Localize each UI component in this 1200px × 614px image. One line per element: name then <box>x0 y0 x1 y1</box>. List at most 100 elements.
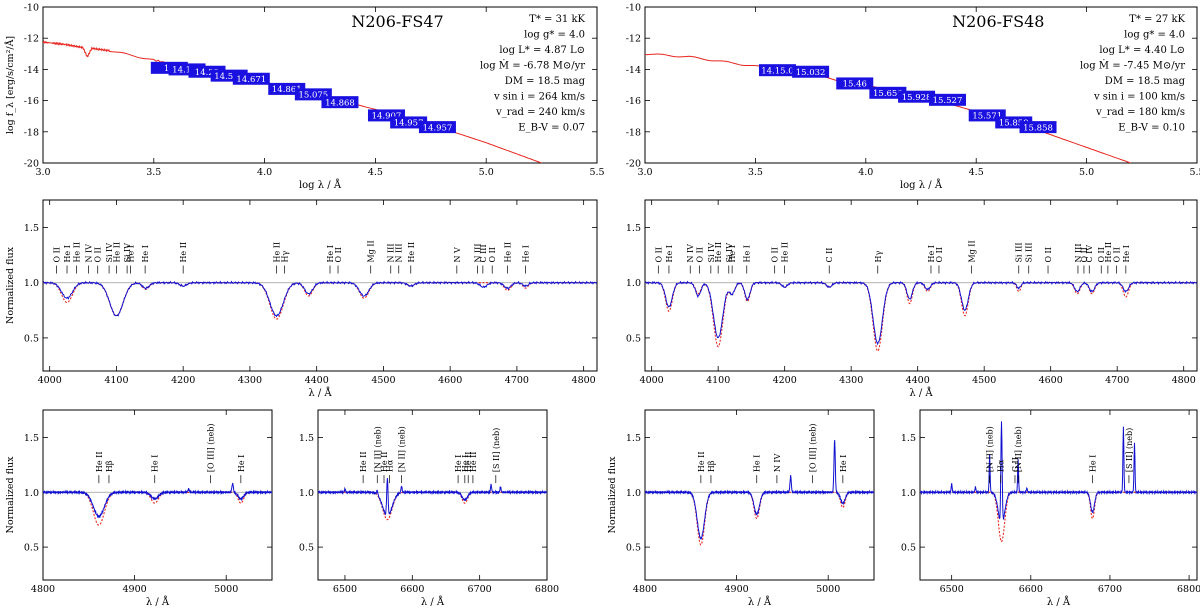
line-id-label: N III <box>395 243 404 262</box>
line-id-label: He II <box>179 242 188 263</box>
plot-frame <box>644 6 1198 164</box>
x-tick-label: 6600 <box>400 584 424 595</box>
param-1: log g* = 4.0 <box>524 30 585 41</box>
line-id-label: N IV <box>773 453 782 472</box>
line-id-label: [S II] (neb) <box>1125 428 1134 472</box>
line-id-label: He II <box>112 242 121 263</box>
spectrum-panel-hb2: 4800 4900 5000 0.5 1.0 1.5 λ / Å Normalized flu… <box>607 409 875 608</box>
x-tick-label: 3.5 <box>146 167 161 178</box>
line-id-label: [N II] (neb) <box>373 426 382 472</box>
line-id-label: Hγ <box>874 251 883 263</box>
line-id-label: O II <box>1113 247 1122 262</box>
line-id-label: He II <box>469 452 478 473</box>
x-tick-label: 5.0 <box>1079 167 1094 178</box>
line-id-label: He I <box>1089 455 1098 472</box>
param-0: T* = 27 kK <box>1129 14 1185 25</box>
photometry-label: 14.122 <box>172 66 202 76</box>
photometry-label: 15.928 <box>902 93 932 103</box>
photometry-box <box>928 93 966 106</box>
line-id-label: Hα <box>997 459 1006 472</box>
line-id-label: O II <box>654 247 663 262</box>
line-id-label: He I <box>728 245 737 262</box>
photometry-box <box>758 64 796 77</box>
model-sed-line <box>645 53 1131 163</box>
photometry-box <box>836 77 874 90</box>
x-tick-label: 5.5 <box>1189 167 1200 178</box>
spectrum-panel-blue1: 4000 4100 4200 4300 4400 4500 4600 4700 4800 0.5 1… <box>5 199 598 399</box>
x-tick-label: 4900 <box>725 584 749 595</box>
x-tick-label: 3.0 <box>637 167 652 178</box>
y-tick-label: -12 <box>24 34 39 45</box>
line-id-label: Si IV <box>105 243 114 263</box>
x-tick-label: 4000 <box>38 375 62 386</box>
x-tick-label: 4100 <box>706 375 730 386</box>
photometry-label: 15.032 <box>796 68 826 78</box>
line-id-label: He II <box>380 452 389 473</box>
x-tick-label: 5000 <box>214 584 238 595</box>
param-6: v_rad = 180 km/s <box>1095 107 1185 118</box>
param-7: E_B-V = 0.10 <box>1118 123 1185 134</box>
x-tick-label: 5000 <box>816 584 840 595</box>
y-axis-label: Normalized flux <box>5 456 16 534</box>
line-id-label: He I <box>522 245 531 262</box>
model-spectrum <box>43 282 597 320</box>
param-0: T* = 31 kK <box>529 14 585 25</box>
param-3: log Ṁ = -6.78 M⊙/yr <box>480 60 585 72</box>
x-tick-label: 4700 <box>1105 375 1129 386</box>
line-id-label: He I <box>326 245 335 262</box>
line-id-label: Si III <box>1015 242 1024 262</box>
photometry-box <box>1019 121 1057 134</box>
x-tick-label: 6500 <box>333 584 357 595</box>
x-tick-label: 4.0 <box>858 167 873 178</box>
line-id-label: He I <box>1122 245 1131 262</box>
line-id-label: C II <box>825 248 834 263</box>
line-id-label: He I <box>665 245 674 262</box>
photometry-label: 14.15.0 <box>761 66 793 76</box>
star-name: N206-FS48 <box>952 12 1044 31</box>
spectrum-panel-hb1: 4800 4900 5000 0.5 1.0 1.5 λ / Å Normalized flu… <box>5 409 273 608</box>
y-tick-label: -18 <box>626 127 641 138</box>
line-id-label: [N II] (neb) <box>398 426 407 472</box>
photometry-box <box>418 121 456 134</box>
y-tick-label: 0.5 <box>24 333 39 344</box>
line-id-label: N V <box>453 247 462 263</box>
x-axis-label: log λ / Å <box>299 179 342 191</box>
y-tick-label: 1.5 <box>24 223 39 234</box>
x-axis-label: λ / Å <box>748 596 772 608</box>
photometry-label: 14.907 <box>372 112 402 122</box>
x-tick-label: 6800 <box>535 584 559 595</box>
line-id-label: He II <box>714 242 723 263</box>
photometry-label: 14.558 <box>214 72 244 82</box>
line-id-label: Mg II <box>367 240 376 262</box>
photometry-label: 15.659 <box>873 89 903 99</box>
observed-spectrum <box>920 421 1197 520</box>
line-id-label: He I <box>151 455 160 472</box>
line-id-label: He I <box>839 455 848 472</box>
x-tick-label: 6800 <box>1177 584 1200 595</box>
x-tick-label: 4800 <box>1172 375 1196 386</box>
line-id-label: C III <box>479 244 488 262</box>
line-id-label: O II <box>696 247 705 262</box>
param-2: log L* = 4.87 L⊙ <box>499 45 585 56</box>
line-id-label: O II <box>52 247 61 262</box>
y-tick-label: 0.5 <box>626 543 641 554</box>
y-tick-label: 0.5 <box>299 543 314 554</box>
line-id-label: He II <box>359 452 368 473</box>
y-tick-label: 1.5 <box>24 433 39 444</box>
y-tick-label: -16 <box>626 96 641 107</box>
photometry-box <box>232 72 270 85</box>
line-id-label: C II <box>1011 457 1020 472</box>
param-5: v sin i = 100 km/s <box>1093 92 1185 103</box>
plot-frame <box>42 409 273 581</box>
x-axis-label: λ / Å <box>1047 596 1071 608</box>
x-tick-label: 6500 <box>940 584 964 595</box>
line-id-label: He I <box>141 245 150 262</box>
line-id-label: Si IV <box>123 243 132 263</box>
param-6: v_rad = 240 km/s <box>495 107 585 118</box>
y-tick-label: -20 <box>24 159 39 170</box>
y-tick-label: 1.5 <box>626 433 641 444</box>
line-id-label: He I <box>126 245 135 262</box>
x-axis-label: λ / Å <box>421 596 445 608</box>
line-id-label: He II <box>504 242 513 263</box>
